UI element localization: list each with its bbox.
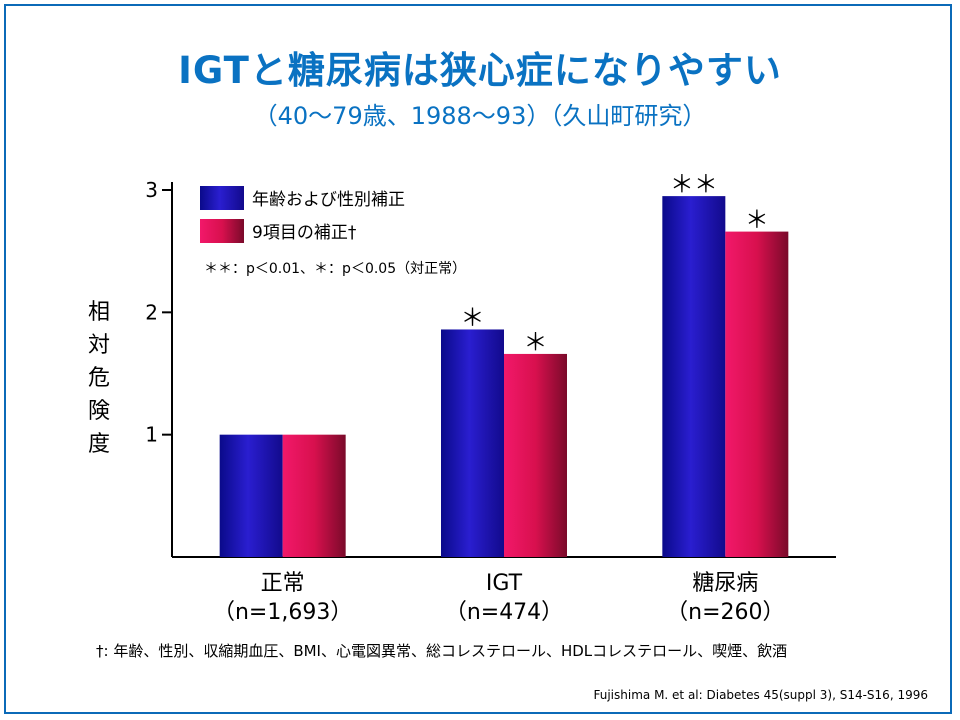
legend-label: 9項目の補正† [252,223,357,243]
bar [219,434,283,557]
legend-label: 年齢および性別補正 [252,190,405,210]
legend-swatch [200,219,244,243]
x-category-sublabel: （n=1,693） [213,600,352,625]
y-tick-label: 1 [145,423,158,447]
bar [504,353,567,557]
bar [725,231,789,558]
x-category-label: 糖尿病 [692,571,758,596]
legend: 年齢および性別補正 9項目の補正† ＊＊：p＜0.01、＊：p＜0.05（対正常） [200,186,466,277]
x-category-sublabel: （n=474） [445,600,563,625]
slide-frame [4,4,952,714]
x-category-label: IGT [486,571,523,596]
significance-marker: ＊＊ [670,170,718,198]
footnote: †: 年齢、性別、収縮期血圧、BMI、心電図異常、総コレステロール、HDLコレス… [96,642,788,660]
bar [662,196,726,557]
bars: 正常（n=1,693）＊＊IGT（n=474）＊＊＊糖尿病（n=260） [213,170,789,625]
x-category-sublabel: （n=260） [666,600,784,625]
significance-marker: ＊ [461,303,485,331]
significance-note: ＊＊：p＜0.01、＊：p＜0.05（対正常） [204,261,466,277]
y-tick-label: 2 [145,300,158,324]
citation: Fujishima M. et al: Diabetes 45(suppl 3)… [593,688,929,702]
y-axis-label-char: 相 [87,300,110,325]
y-tick-label: 3 [145,178,158,202]
legend-swatch [200,186,244,210]
y-axis-label-char: 対 [87,333,110,358]
bar [441,329,504,557]
bar [282,434,346,557]
y-axis-label-char: 危 [87,366,110,391]
y-axis-label-char: 険 [87,399,110,424]
x-category-label: 正常 [261,571,305,596]
y-axis-label-char: 度 [87,432,110,457]
significance-marker: ＊ [524,328,548,356]
significance-marker: ＊ [745,206,769,234]
chart-subtitle: （40〜79歳、1988〜93）（久山町研究） [253,102,707,130]
y-axis-label: 相対危険度 [84,296,114,461]
chart-title: IGTと糖尿病は狭心症になりやすい [178,49,782,92]
